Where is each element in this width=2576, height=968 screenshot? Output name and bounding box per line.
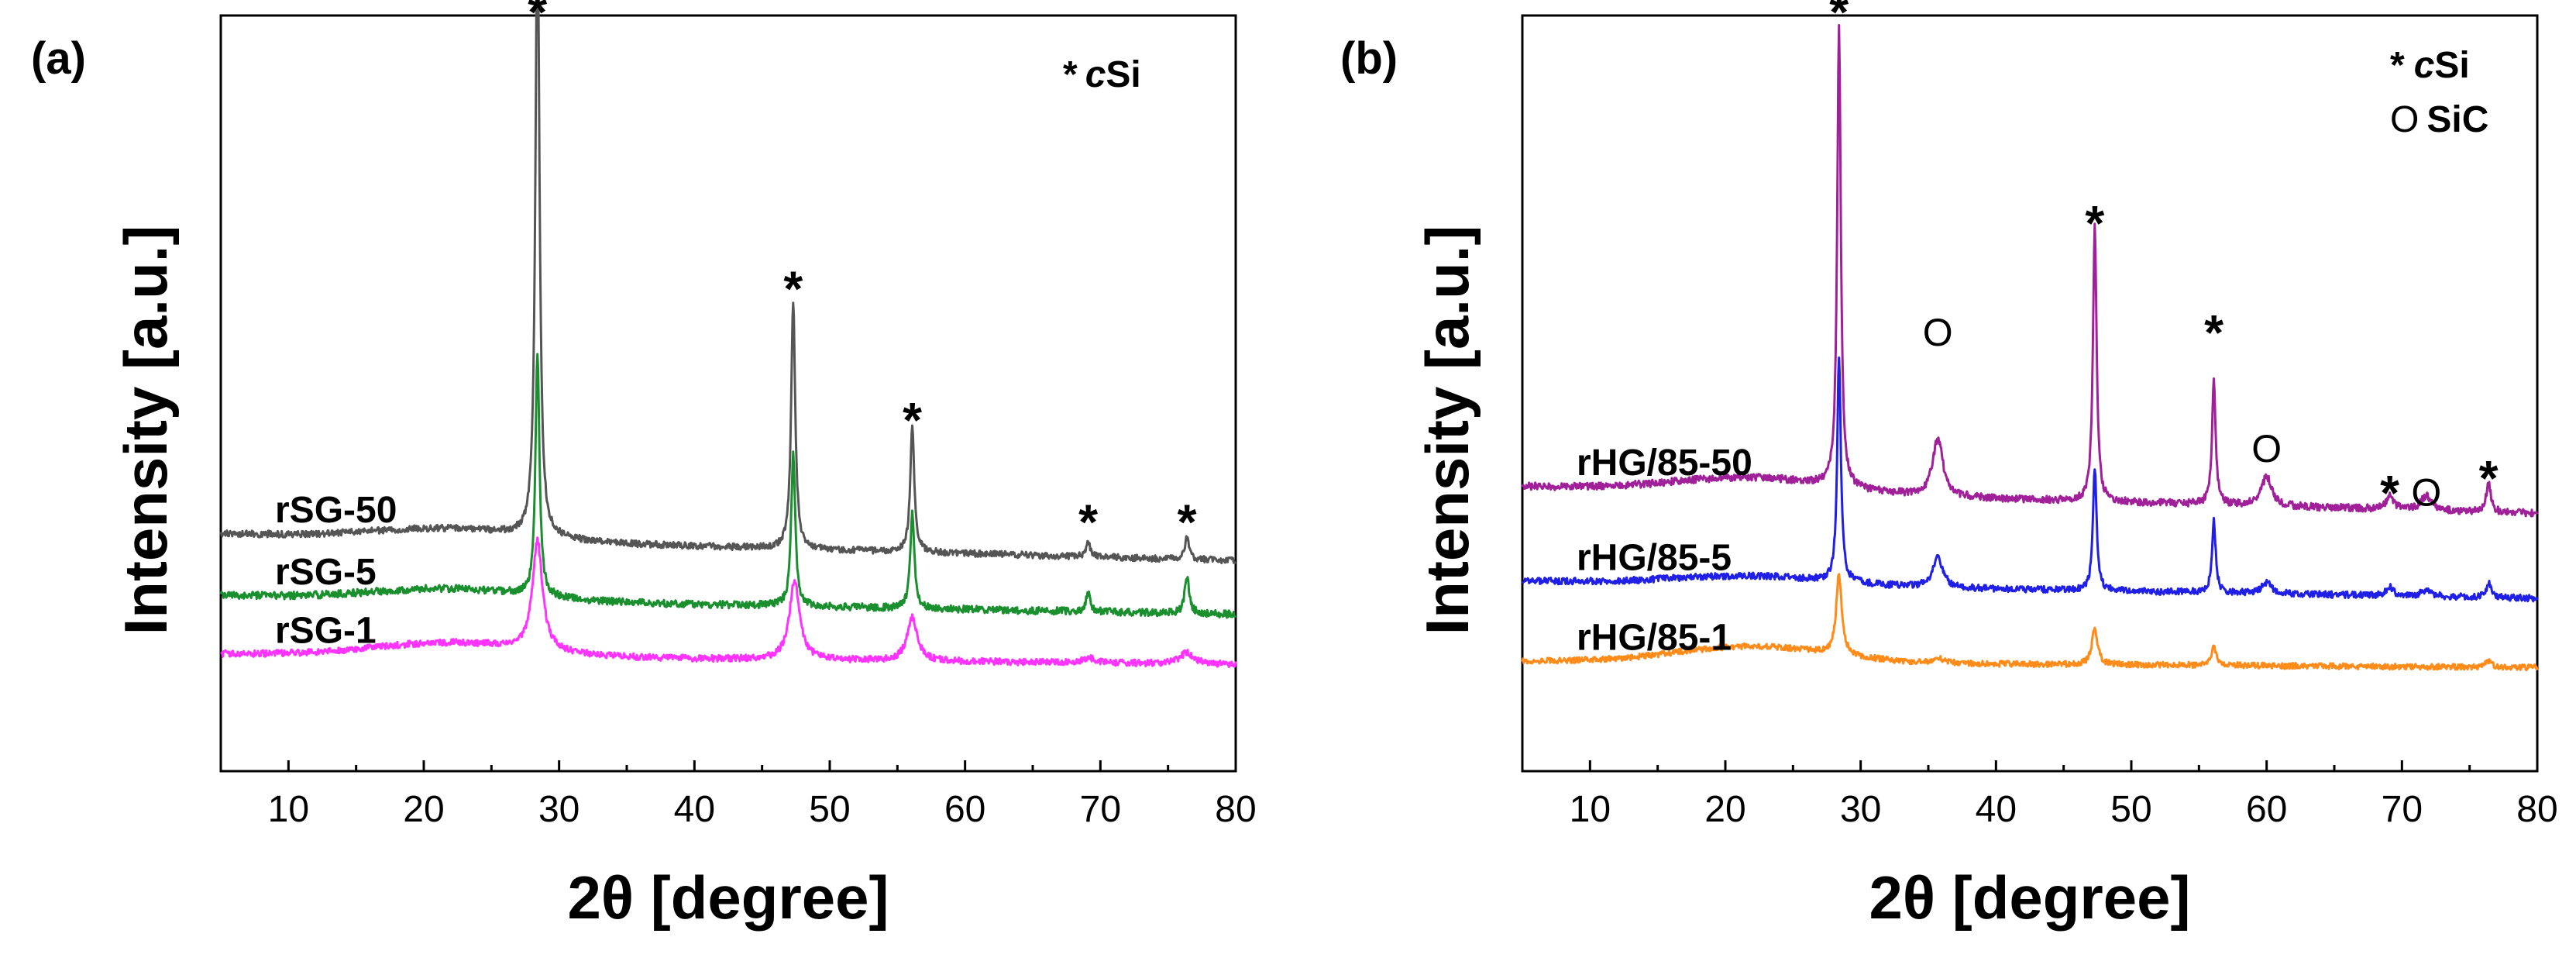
series-label-rsg-5: rSG-5: [275, 552, 377, 593]
legend-circle-symbol: O: [2390, 99, 2419, 140]
trace-rhg-85-50: [1521, 24, 2539, 518]
csi-peak-marker: *: [903, 392, 922, 448]
csi-peak-marker: *: [2380, 465, 2399, 521]
x-tick-label: 50: [809, 789, 850, 830]
series-label-rsg-50: rSG-50: [275, 490, 397, 531]
trace-rhg-85-1: [1521, 573, 2539, 672]
trace-rsg-5: [219, 353, 1236, 619]
sic-peak-marker: O: [2411, 471, 2441, 515]
panel-b-legend-entry-csi: * cSi: [2390, 45, 2470, 86]
legend-label: Si: [1106, 54, 1140, 95]
panel-a-series-labels: rSG-50 rSG-5 rSG-1: [275, 490, 397, 651]
legend-star-symbol: *: [2390, 45, 2405, 86]
panel-b-series-labels: rHG/85-50 rHG/85-5 rHG/85-1: [1577, 443, 1752, 659]
x-tick-label: 10: [268, 789, 309, 830]
panel-b-chart: (b) 10 20 30 40 50 60 70 80 *O**O* O * rHG/85-50r…: [1340, 0, 2558, 932]
csi-peak-marker: *: [2204, 305, 2223, 360]
legend-italic-prefix: c: [1085, 54, 1106, 95]
panel-b-y-axis-title: Intensity [a.u.]: [1413, 226, 1481, 636]
panel-a-x-axis-title: 2θ [degree]: [568, 863, 889, 932]
panel-a-y-axis-title: Intensity [a.u.]: [112, 226, 180, 636]
x-tick-label: 50: [2110, 789, 2151, 830]
sic-peak-marker: O: [2251, 427, 2282, 470]
panel-a-peak-markers: * * * * *: [528, 0, 1196, 549]
panel-a-label: (a): [31, 33, 86, 84]
panel-b-x-axis-title: 2θ [degree]: [1869, 863, 2191, 932]
series-label-rsg-1: rSG-1: [275, 610, 377, 651]
csi-peak-marker: *: [528, 0, 547, 40]
legend-label: SiC: [2426, 99, 2488, 140]
panel-a-plot-frame: [219, 14, 1237, 773]
x-tick-label: 40: [1976, 789, 2017, 830]
x-tick-label: 20: [403, 789, 444, 830]
x-tick-label: 30: [1840, 789, 1881, 830]
legend-star-symbol: *: [1063, 54, 1078, 95]
x-tick-label: 40: [674, 789, 715, 830]
panel-b-plot-frame: [1521, 14, 2539, 773]
legend-italic-prefix: c: [2414, 45, 2435, 86]
x-tick-label: 10: [1570, 789, 1611, 830]
x-tick-label: 80: [2516, 789, 2557, 830]
trace-rsg-1: [220, 536, 1237, 669]
x-tick-label: 60: [944, 789, 985, 830]
csi-peak-marker: *: [783, 261, 803, 317]
series-label-rhg-85-5: rHG/85-5: [1577, 537, 1732, 578]
sic-peak-marker: O: [1923, 311, 1953, 354]
trace-rsg-50: [219, 0, 1237, 565]
panel-a-chart: (a) 10 20 30 40 50 60 70 80 **** * rSG-50rSG-5rS…: [31, 0, 1257, 932]
panel-b-label: (b): [1340, 33, 1398, 84]
series-label-rhg-85-50: rHG/85-50: [1577, 443, 1752, 484]
legend-label: Si: [2434, 45, 2469, 86]
series-label-rhg-85-1: rHG/85-1: [1577, 618, 1732, 659]
x-tick-label: 30: [538, 789, 580, 830]
csi-peak-marker: *: [2479, 450, 2499, 506]
panel-b-peak-markers: * O * * O * O *: [1829, 0, 2498, 521]
panel-b-x-ticks: 10 20 30 40 50 60 70 80: [1521, 760, 2558, 830]
x-tick-label: 70: [2382, 789, 2423, 830]
panel-a-x-ticks: 10 20 30 40 50 60 70 80: [219, 760, 1257, 830]
panel-a-traces: [219, 0, 1237, 669]
panel-b-traces: [1521, 24, 2539, 672]
csi-peak-marker: *: [1829, 0, 1849, 40]
panel-a-legend: * cSi: [1063, 54, 1141, 95]
x-tick-label: 20: [1704, 789, 1745, 830]
panel-b-legend-entry-sic: O SiC: [2390, 99, 2488, 140]
x-tick-label: 60: [2246, 789, 2287, 830]
panel-b-legend: * cSi O SiC: [2390, 45, 2488, 140]
x-tick-label: 80: [1215, 789, 1256, 830]
panel-a-legend-entry: * cSi: [1063, 54, 1141, 95]
x-tick-label: 70: [1080, 789, 1121, 830]
trace-rhg-85-5: [1521, 357, 2539, 603]
csi-peak-marker: *: [1178, 494, 1197, 549]
csi-peak-marker: *: [2085, 195, 2104, 251]
csi-peak-marker: *: [1078, 494, 1098, 549]
